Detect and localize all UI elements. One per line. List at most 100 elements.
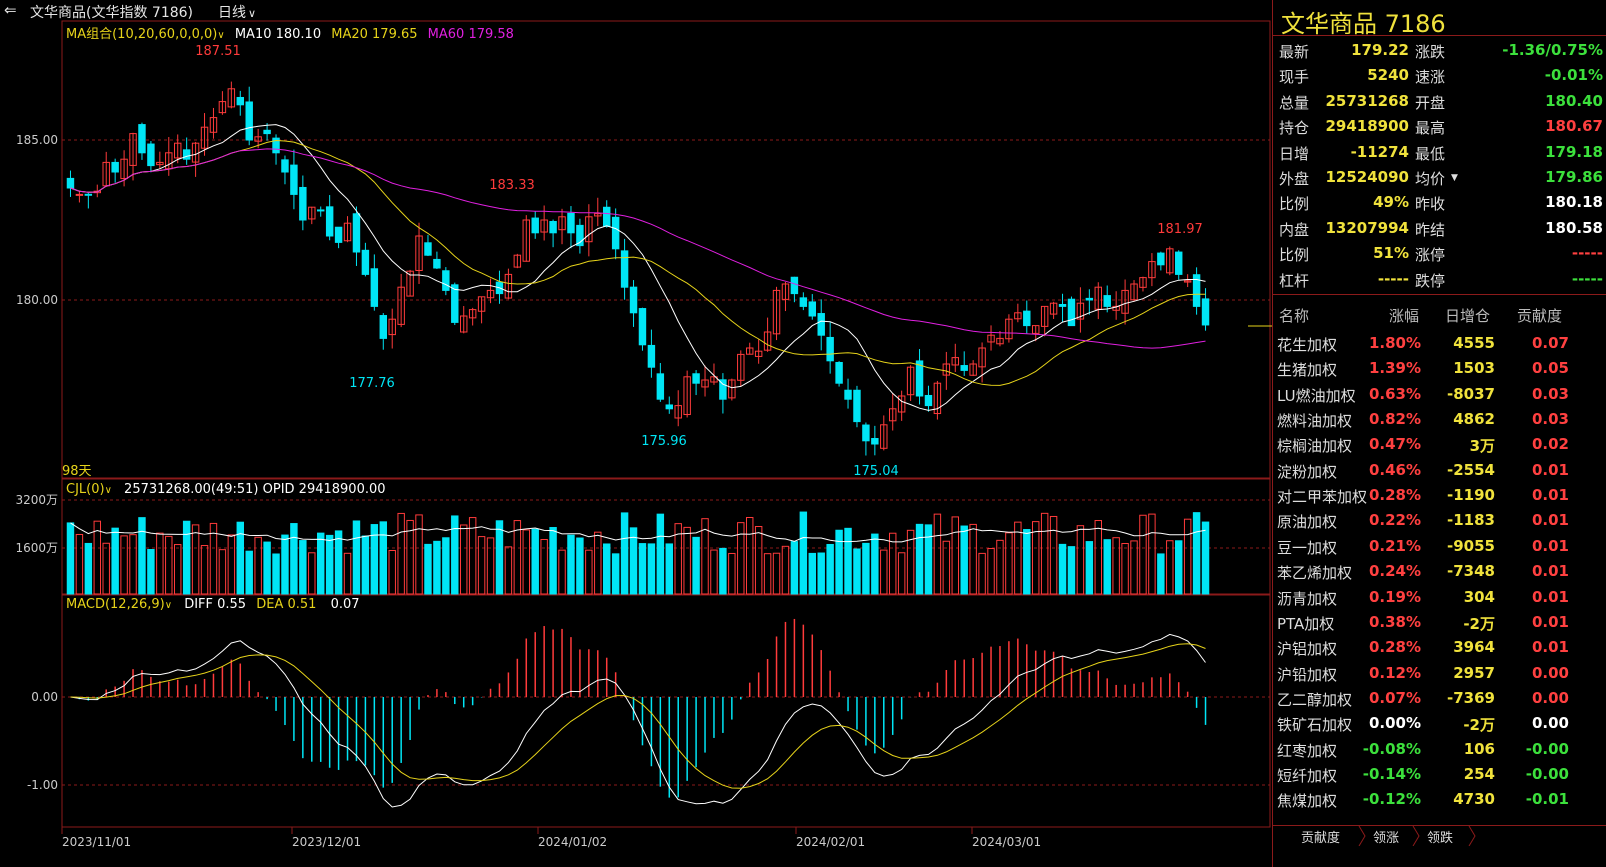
volume-bar (325, 534, 334, 595)
quote-label: 比例 (1279, 195, 1310, 214)
candle-body (549, 221, 557, 234)
change-pct: -0.08% (1362, 739, 1421, 758)
volume-bar (906, 529, 915, 595)
list-item[interactable]: 苯乙烯加权 0.24% -7348 0.01 (1273, 559, 1606, 584)
volume-bar (1201, 521, 1210, 595)
list-item[interactable]: LU燃油加权 0.63% -8037 0.03 (1273, 382, 1606, 407)
volume-bar (549, 527, 557, 595)
contribution: 0.00 (1531, 714, 1569, 733)
tab-top-gainers[interactable]: 领涨 (1373, 831, 1400, 846)
list-item[interactable]: 棕榈油加权 0.47% 3万 0.02 (1273, 432, 1606, 457)
oi-increase: 254 (1463, 764, 1495, 783)
change-pct: 0.28% (1368, 486, 1421, 505)
quote-value: 180.58 (1545, 218, 1603, 237)
quote-row-right-8: 涨停 ----- (1409, 241, 1603, 266)
quote-value: 13207994 (1325, 218, 1410, 237)
candle-body (1192, 274, 1201, 307)
list-item[interactable]: 对二甲苯加权 0.28% -1190 0.01 (1273, 483, 1606, 508)
contribution: 0.01 (1531, 511, 1569, 530)
tab-contribution[interactable]: 贡献度 (1301, 831, 1341, 846)
oi-increase: -9055 (1447, 536, 1495, 555)
list-item[interactable]: 沪铝加权 0.28% 3964 0.01 (1273, 635, 1606, 660)
quote-value: 51% (1373, 244, 1409, 263)
oi-increase: -1183 (1447, 511, 1495, 530)
contribution: -0.00 (1525, 764, 1569, 783)
pane-frame (61, 20, 1271, 479)
quote-label: 涨跌 (1415, 43, 1446, 61)
volume-bar (1166, 540, 1174, 595)
volume-bar (897, 552, 906, 595)
candle-body (388, 318, 396, 336)
candle-body (120, 158, 128, 180)
list-item[interactable]: 豆一加权 0.21% -9055 0.01 (1273, 534, 1606, 559)
list-item[interactable]: 沪铅加权 0.12% 2957 0.00 (1273, 661, 1606, 686)
candle-body (281, 159, 289, 173)
volume-bar (576, 537, 584, 595)
candle-body (763, 331, 772, 351)
y-tick-label: 0.00 (31, 690, 58, 704)
list-item[interactable]: 沥青加权 0.19% 304 0.01 (1273, 585, 1606, 610)
volume-bar (182, 520, 191, 595)
volume-bar (665, 543, 673, 595)
commodity-name: 苯乙烯加权 (1277, 564, 1353, 583)
volume-bar (343, 552, 352, 595)
candle-body (299, 186, 307, 221)
divider (1273, 294, 1606, 295)
candle-body (683, 376, 691, 416)
list-item[interactable]: 生猪加权 1.39% 1503 0.05 (1273, 356, 1606, 381)
price-annotation: 175.04 (853, 464, 899, 479)
list-item[interactable]: 短纤加权 -0.14% 254 -0.00 (1273, 762, 1606, 787)
candle-body (1049, 302, 1058, 315)
candle-body (361, 249, 370, 275)
macd-legend: MACD(12,26,9)∨ DIFF 0.55 DEA 0.51 0.07 (66, 597, 360, 612)
quote-label: 最新 (1279, 43, 1310, 61)
volume-bar (728, 552, 736, 595)
commodity-name: 沥青加权 (1277, 589, 1338, 608)
candle-body (1201, 298, 1210, 326)
candle-body (1112, 305, 1120, 311)
kline-chart[interactable]: 185.00 180.00 3200万 1600万 0.00 -1.00 2023/11/0… (0, 0, 1272, 867)
quote-label: 最高 (1415, 119, 1446, 138)
ma-group-label[interactable]: MA组合(10,20,60,0,0,0) (66, 27, 218, 42)
list-item[interactable]: 原油加权 0.22% -1183 0.01 (1273, 508, 1606, 533)
candle-body (486, 289, 495, 299)
quote-label: 跌停 (1415, 271, 1446, 290)
header-contribution[interactable]: 贡献度 (1517, 307, 1563, 325)
candle-body (227, 88, 236, 108)
oi-increase: 3万 (1469, 437, 1495, 456)
candle-body (942, 363, 951, 376)
volume-bar (66, 522, 75, 595)
list-item[interactable]: PTA加权 0.38% -2万 0.01 (1273, 610, 1606, 635)
candle-body (540, 219, 548, 233)
candle-body (236, 96, 244, 106)
change-pct: 0.21% (1368, 536, 1421, 555)
commodity-name: PTA加权 (1277, 614, 1335, 633)
quote-row-4: 日增 -11274 (1273, 140, 1409, 165)
list-item[interactable]: 淀粉加权 0.46% -2554 0.01 (1273, 458, 1606, 483)
period-selector[interactable]: 日线 ∨ (218, 2, 256, 22)
quote-panel: 文华商品 7186 最新 179.22 现手 5240 总量 25731268 持仓 2941… (1272, 0, 1606, 867)
contribution: 0.01 (1531, 638, 1569, 657)
list-item[interactable]: 花生加权 1.80% 4555 0.07 (1273, 331, 1606, 356)
list-item[interactable]: 铁矿石加权 0.00% -2万 0.00 (1273, 711, 1606, 736)
quote-row-right-2: 开盘 180.40 (1409, 89, 1603, 114)
header-name[interactable]: 名称 (1279, 307, 1310, 325)
quote-label: 日增 (1279, 144, 1310, 163)
tab-top-losers[interactable]: 领跌 (1427, 831, 1454, 846)
header-change[interactable]: 涨幅 (1389, 307, 1420, 325)
volume-label[interactable]: CJL(0) (66, 482, 105, 497)
macd-label[interactable]: MACD(12,26,9) (66, 597, 165, 612)
volume-bar (1192, 512, 1201, 595)
volume-values: 25731268.00(49:51) OPID 29418900.00 (124, 482, 386, 497)
list-item[interactable]: 燃料油加权 0.82% 4862 0.03 (1273, 407, 1606, 432)
y-tick-label: 3200万 (15, 493, 58, 507)
quote-row-0: 最新 179.22 (1273, 38, 1409, 63)
back-arrow-icon[interactable]: ⇐ (4, 1, 17, 19)
list-item[interactable]: 红枣加权 -0.08% 106 -0.00 (1273, 737, 1606, 762)
candle-body (969, 363, 977, 376)
list-item[interactable]: 乙二醇加权 0.07% -7369 0.00 (1273, 686, 1606, 711)
header-oi-increase[interactable]: 日增仓 (1445, 307, 1491, 325)
list-item[interactable]: 焦煤加权 -0.12% 4730 -0.01 (1273, 787, 1606, 812)
candle-body (656, 373, 665, 400)
macd-layer (70, 618, 1207, 808)
